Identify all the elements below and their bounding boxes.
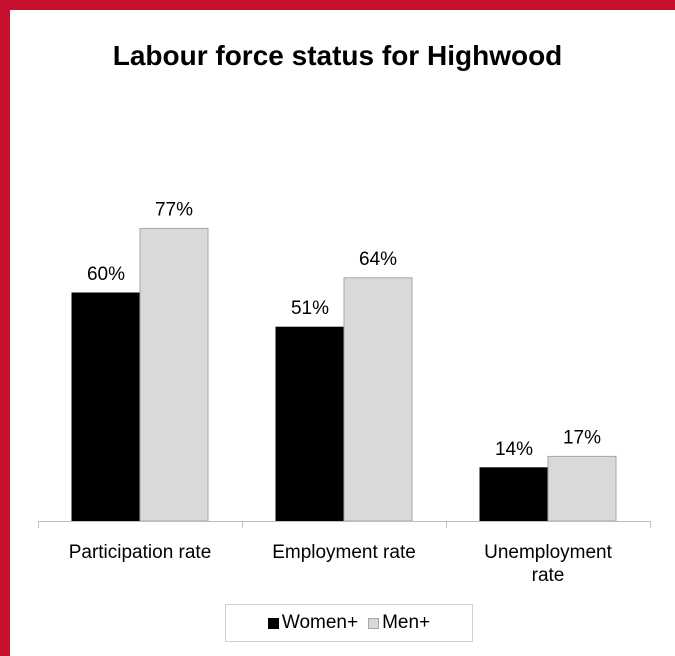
x-tick-label: Participation rate	[69, 542, 212, 563]
data-label: 77%	[155, 199, 193, 220]
data-label: 64%	[359, 249, 397, 270]
data-label: 51%	[291, 298, 329, 319]
bar-women-0	[71, 292, 141, 522]
legend-item-women: Women+	[267, 612, 359, 634]
bar-chart: 60% 77% Participation rate 51% 64% Employment…	[38, 199, 651, 586]
x-tick-label: Unemployment	[484, 542, 612, 563]
bar-men-0	[139, 227, 209, 522]
data-label: 14%	[495, 439, 533, 460]
bar-women-2	[479, 467, 549, 522]
legend: Women+ Men+	[225, 604, 473, 642]
legend-label-men: Men+	[382, 612, 431, 633]
bar-men-2	[547, 455, 617, 522]
legend-swatch-women	[267, 617, 279, 629]
chart-title: Labour force status for Highwood	[112, 40, 563, 71]
x-tick-label: rate	[532, 565, 565, 586]
bar-women-1	[275, 326, 345, 522]
legend-swatch-men	[368, 617, 380, 629]
data-label: 60%	[87, 264, 125, 285]
legend-label-women: Women+	[281, 612, 359, 633]
legend-item-men: Men+	[368, 612, 430, 634]
data-label: 17%	[563, 427, 601, 448]
x-tick-label: Employment rate	[272, 542, 416, 563]
bar-men-1	[343, 277, 413, 522]
